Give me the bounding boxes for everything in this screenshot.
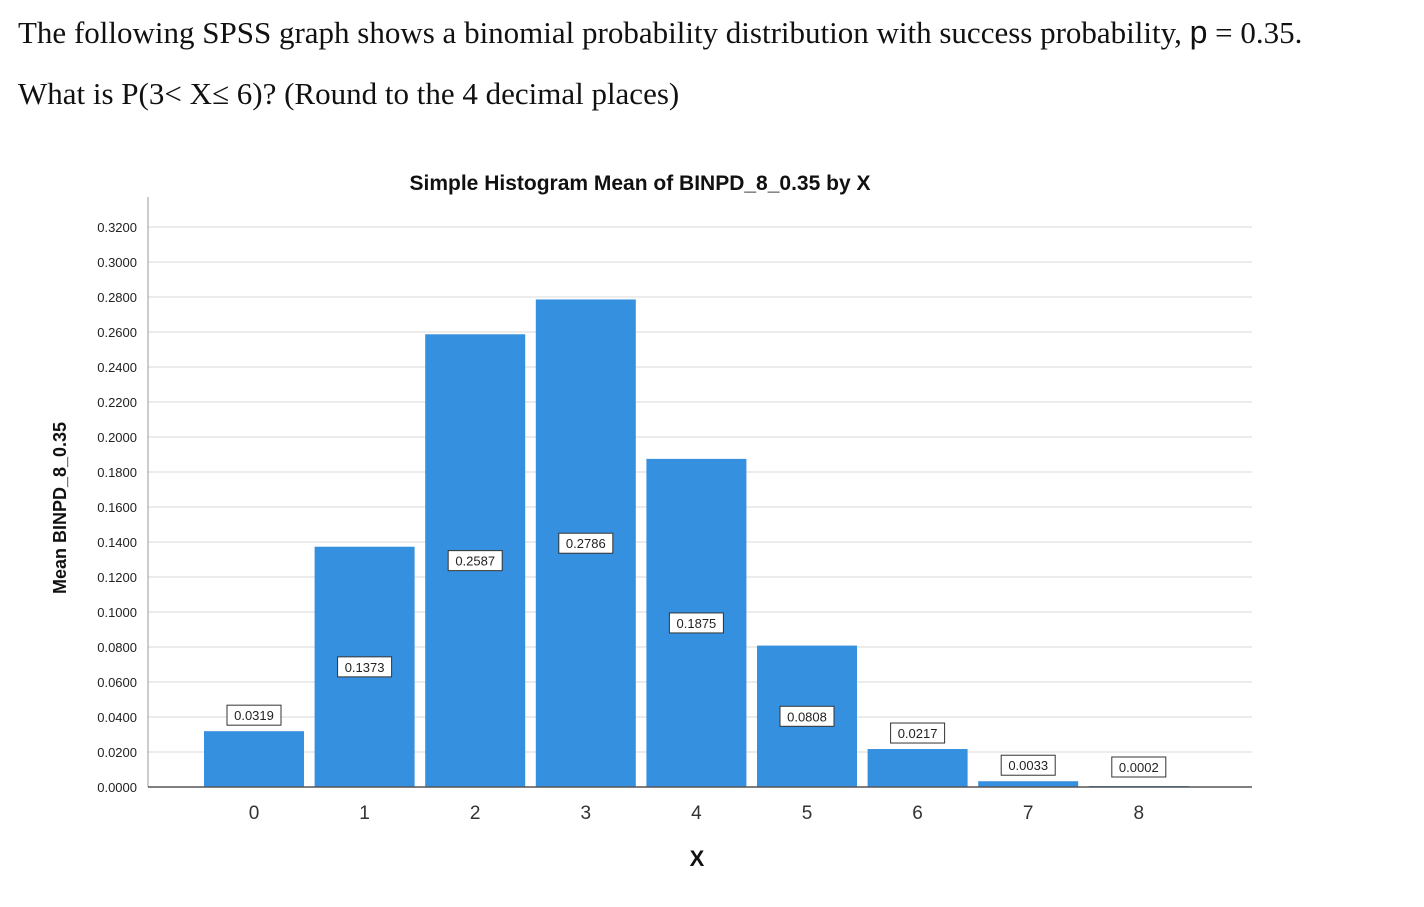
- histogram-chart: Simple Histogram Mean of BINPD_8_0.35 by…: [50, 172, 1252, 871]
- x-category-label: 5: [802, 803, 813, 824]
- y-tick-label: 0.3200: [97, 220, 137, 235]
- x-category-label: 6: [912, 803, 923, 824]
- data-label-text: 0.0033: [1008, 758, 1048, 773]
- y-tick-label: 0.2000: [97, 430, 137, 445]
- x-category-labels: 0 1 2 3 4 5 6 7 8: [249, 803, 1144, 824]
- x-axis-title: X: [690, 846, 705, 871]
- data-label-8: 0.0002: [1111, 756, 1167, 778]
- y-tick-label: 0.2400: [97, 360, 137, 375]
- bars: [204, 299, 1189, 787]
- data-label-7: 0.0033: [1000, 754, 1056, 776]
- y-tick-label: 0.0400: [97, 710, 137, 725]
- data-label-text: 0.1875: [677, 616, 717, 631]
- question-text-end: = 0.35.: [1215, 15, 1303, 50]
- x-category-label: 3: [581, 803, 592, 824]
- data-label-box: [779, 705, 835, 727]
- data-label-text: 0.0217: [898, 726, 938, 741]
- y-tick-labels: 0.0000 0.0200 0.0400 0.0600 0.0800 0.1000 0.12…: [97, 220, 137, 795]
- y-tick-label: 0.1400: [97, 535, 137, 550]
- data-label-box: [668, 612, 724, 634]
- y-tick-label: 0.2800: [97, 290, 137, 305]
- data-label-box: [890, 722, 946, 744]
- chart-title: Simple Histogram Mean of BINPD_8_0.35 by…: [410, 172, 871, 195]
- y-tick-label: 0.0800: [97, 640, 137, 655]
- data-labels: 0.0319 0.1373 0.2587 0.2786 0.1875 0.0808 0.02…: [226, 532, 1167, 778]
- y-tick-label: 0.0600: [97, 675, 137, 690]
- data-label-box: [226, 704, 282, 726]
- data-label-3: 0.2786: [558, 532, 614, 554]
- data-label-text: 0.0319: [234, 708, 274, 723]
- y-tick-label: 0.1600: [97, 500, 137, 515]
- data-label-4: 0.1875: [668, 612, 724, 634]
- y-tick-label: 0.0200: [97, 745, 137, 760]
- y-tick-label: 0.2600: [97, 325, 137, 340]
- bar-7: [978, 781, 1079, 787]
- data-label-6: 0.0217: [890, 722, 946, 744]
- data-label-text: 0.0808: [787, 709, 827, 724]
- question-line-2: What is P(3< X≤ 6)? (Round to the 4 deci…: [18, 76, 680, 111]
- x-category-label: 8: [1134, 803, 1145, 824]
- data-label-text: 0.2786: [566, 536, 606, 551]
- bar-0: [204, 731, 304, 787]
- data-label-box: [337, 656, 393, 678]
- data-label-text: 0.0002: [1119, 760, 1159, 775]
- question-line-1: The following SPSS graph shows a binomia…: [18, 14, 1302, 51]
- question-text-start: The following SPSS graph shows a binomia…: [18, 15, 1182, 50]
- data-label-1: 0.1373: [337, 656, 393, 678]
- x-category-label: 4: [691, 803, 702, 824]
- x-category-label: 1: [359, 803, 370, 824]
- data-label-text: 0.2587: [455, 554, 495, 569]
- data-label-2: 0.2587: [447, 550, 503, 572]
- y-tick-label: 0.3000: [97, 255, 137, 270]
- data-label-text: 0.1373: [345, 660, 385, 675]
- y-tick-label: 0.1800: [97, 465, 137, 480]
- p-symbol: p: [1189, 14, 1208, 50]
- data-label-box: [447, 550, 503, 572]
- bar-6: [867, 749, 968, 787]
- data-label-5: 0.0808: [779, 705, 835, 727]
- y-tick-label: 0.1000: [97, 605, 137, 620]
- data-label-box: [558, 532, 614, 554]
- x-category-label: 2: [470, 803, 481, 824]
- y-tick-label: 0.2200: [97, 395, 137, 410]
- y-tick-label: 0.0000: [97, 780, 137, 795]
- x-category-label: 7: [1023, 803, 1034, 824]
- y-tick-label: 0.1200: [97, 570, 137, 585]
- data-label-0: 0.0319: [226, 704, 282, 726]
- y-axis-title: Mean BINPD_8_0.35: [50, 422, 70, 594]
- data-label-box: [1000, 754, 1056, 776]
- x-category-label: 0: [249, 803, 260, 824]
- data-label-box: [1111, 756, 1167, 778]
